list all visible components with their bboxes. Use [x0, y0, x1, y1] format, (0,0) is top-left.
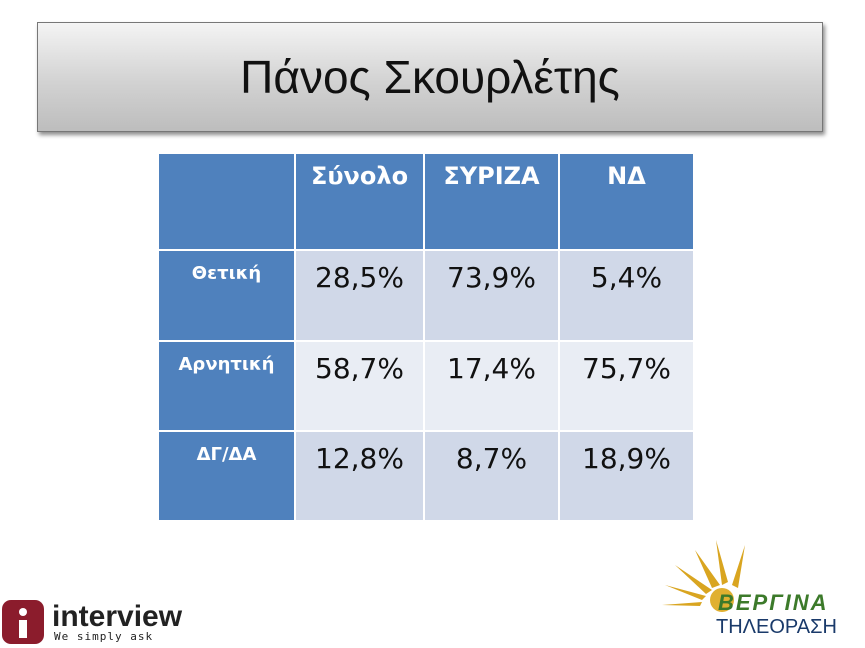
- corner-cell: [157, 152, 296, 251]
- column-header: ΝΔ: [558, 152, 695, 251]
- interview-name: interview: [52, 600, 183, 633]
- value-cell: 17,4%: [423, 340, 560, 432]
- interview-icon-bar: [19, 620, 27, 638]
- row-label: Θετική: [157, 249, 296, 342]
- table-row: Θετική 28,5% 73,9% 5,4%: [157, 249, 695, 342]
- value-cell: 12,8%: [294, 430, 425, 522]
- results-table: Σύνολο ΣΥΡΙΖΑ ΝΔ Θετική 28,5% 73,9% 5,4% Αρν…: [157, 152, 695, 522]
- table-row: Αρνητική 58,7% 17,4% 75,7%: [157, 340, 695, 432]
- value-cell: 8,7%: [423, 430, 560, 522]
- row-label: ΔΓ/ΔΑ: [157, 430, 296, 522]
- value-cell: 58,7%: [294, 340, 425, 432]
- header-row: Σύνολο ΣΥΡΙΖΑ ΝΔ: [157, 152, 695, 251]
- row-label: Αρνητική: [157, 340, 296, 432]
- value-cell: 18,9%: [558, 430, 695, 522]
- value-cell: 75,7%: [558, 340, 695, 432]
- column-header: Σύνολο: [294, 152, 425, 251]
- value-cell: 5,4%: [558, 249, 695, 342]
- title: Πάνος Σκουρλέτης: [37, 22, 823, 132]
- table-row: ΔΓ/ΔΑ 12,8% 8,7% 18,9%: [157, 430, 695, 522]
- interview-icon-dot: [19, 608, 27, 616]
- vergina-name: ΒΕΡΓΙΝΑ: [718, 590, 829, 615]
- vergina-subtitle: ΤΗΛΕΟΡΑΣΗ: [716, 616, 837, 638]
- vergina-sun: [662, 540, 745, 612]
- value-cell: 28,5%: [294, 249, 425, 342]
- interview-tagline: We simply ask: [54, 630, 153, 643]
- column-header: ΣΥΡΙΖΑ: [423, 152, 560, 251]
- value-cell: 73,9%: [423, 249, 560, 342]
